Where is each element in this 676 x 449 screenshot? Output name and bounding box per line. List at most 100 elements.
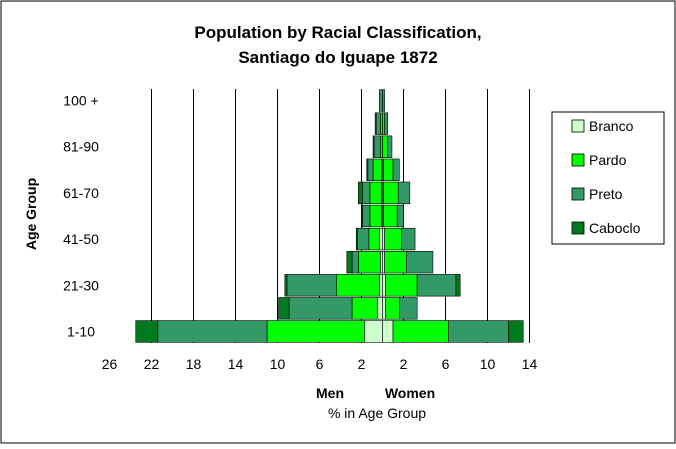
- x-tick-label-4: 10: [270, 356, 286, 372]
- bar-men-pardo-1-10: [266, 320, 365, 343]
- bar-men-pardo-91-100: [380, 112, 383, 135]
- bar-men-caboclo-61-70: [358, 181, 363, 205]
- x-tick-label-3: 14: [228, 356, 244, 372]
- y-axis-label: Age Group: [23, 178, 39, 250]
- bar-men-pardo-21-30: [335, 274, 380, 297]
- bar-women-pardo-61-70: [383, 181, 399, 205]
- bar-women-caboclo-1-10: [508, 320, 524, 343]
- legend-swatch-pardo: [571, 153, 585, 167]
- y-tick-labels: 1-10 21-30 41-50 61-70 81-90 100 +: [63, 93, 99, 340]
- bar-women-preto-1-10: [448, 320, 509, 343]
- x-tick-label-6: 2: [358, 356, 366, 372]
- bar-men-preto-31-40: [351, 251, 359, 274]
- bar-women-preto-21-30: [416, 274, 457, 297]
- bar-men-caboclo-71-80: [366, 158, 369, 181]
- legend-swatch-caboclo: [571, 221, 585, 235]
- bar-women-pardo-51-60: [383, 204, 398, 228]
- bar-women-pardo-91-100: [382, 112, 385, 135]
- bar-men-preto-71-80: [367, 158, 374, 181]
- bar-women-pardo-21-30: [385, 274, 418, 297]
- bar-men-preto-41-50: [356, 227, 370, 251]
- x-tick-label-9: 10: [480, 356, 496, 372]
- bar-women-pardo-31-40: [384, 251, 407, 274]
- bar-men-branco-11-20: [376, 297, 383, 320]
- bar-men-preto-21-30: [286, 274, 337, 297]
- bar-men-pardo-51-60: [369, 204, 382, 228]
- bar-men-pardo-61-70: [369, 181, 382, 205]
- bar-men-preto-91-100: [375, 112, 381, 135]
- bar-men-caboclo-11-20: [278, 297, 290, 320]
- x-tick-label-5: 6: [316, 356, 324, 372]
- y-tick-label-0: 1-10: [67, 323, 95, 339]
- bar-women-preto-81-90: [387, 135, 393, 158]
- bar-women-pardo-71-80: [383, 158, 394, 181]
- bar-women-preto-11-20: [398, 297, 418, 320]
- bar-men-pardo-11-20: [351, 297, 378, 320]
- bar-men-caboclo-31-40: [346, 251, 353, 274]
- bar-men-caboclo-1-10: [135, 320, 159, 343]
- bar-men-caboclo-51-60: [361, 204, 363, 228]
- bar-women-branco-41-50: [382, 227, 385, 251]
- x-axis-label-women: Women: [385, 385, 435, 401]
- x-axis-label-men: Men: [316, 385, 344, 401]
- bar-women-preto-41-50: [401, 227, 416, 251]
- bar-men-pardo-71-80: [372, 158, 382, 181]
- bar-men-pardo-31-40: [358, 251, 381, 274]
- bar-women-branco-1-10: [382, 320, 394, 343]
- bar-men-preto-61-70: [362, 181, 371, 205]
- bar-women-branco-11-20: [382, 297, 386, 320]
- bar-women-branco-21-30: [382, 274, 386, 297]
- legend-items: Branco Pardo Preto Caboclo: [571, 118, 641, 236]
- x-axis-label: % in Age Group: [328, 405, 426, 421]
- x-tick-label-1: 22: [144, 356, 160, 372]
- bar-women-preto-100+: [382, 89, 385, 112]
- y-tick-label-5: 100 +: [63, 93, 98, 109]
- chart-title-line-2: Santiago do Iguape 1872: [238, 48, 437, 67]
- bar-men-pardo-81-90: [380, 135, 383, 158]
- legend-label-preto: Preto: [589, 186, 623, 202]
- y-tick-label-2: 41-50: [63, 231, 99, 247]
- x-tick-label-0: 26: [102, 356, 118, 372]
- x-tick-labels: 26 22 18 14 10 6 2 2 6 10 14: [102, 356, 538, 372]
- chart-title-line-1: Population by Racial Classification,: [194, 23, 481, 42]
- x-tick-label-10: 14: [522, 356, 538, 372]
- bar-men-pardo-41-50: [368, 227, 380, 251]
- bar-women-pardo-81-90: [382, 135, 389, 158]
- bar-men-caboclo-41-50: [355, 227, 358, 251]
- bar-women-pardo-1-10: [392, 320, 449, 343]
- bar-men-preto-11-20: [288, 297, 353, 320]
- bar-women-pardo-11-20: [385, 297, 400, 320]
- bar-women-preto-61-70: [397, 181, 411, 205]
- y-tick-label-4: 81-90: [63, 139, 99, 155]
- legend: Branco Pardo Preto Caboclo: [551, 111, 665, 245]
- bar-men-caboclo-81-90: [372, 135, 375, 158]
- bar-women-preto-91-100: [384, 112, 389, 135]
- bar-men-branco-41-50: [379, 227, 383, 251]
- legend-label-pardo: Pardo: [589, 152, 627, 168]
- bars: [135, 89, 524, 343]
- bar-men-branco-1-10: [364, 320, 383, 343]
- bar-men-branco-31-40: [380, 251, 383, 274]
- legend-swatch-branco: [571, 119, 585, 133]
- bar-women-caboclo-21-30: [455, 274, 461, 297]
- legend-label-caboclo: Caboclo: [589, 220, 641, 236]
- legend-swatch-preto: [571, 187, 585, 201]
- bar-men-branco-21-30: [379, 274, 383, 297]
- legend-label-branco: Branco: [589, 118, 634, 134]
- x-tick-label-7: 2: [400, 356, 408, 372]
- bar-women-preto-51-60: [396, 204, 404, 228]
- bar-men-caboclo-21-30: [284, 274, 288, 297]
- bar-men-preto-100+: [379, 89, 383, 112]
- legend-box: [551, 111, 665, 245]
- x-tick-label-2: 18: [186, 356, 202, 372]
- x-tick-label-8: 6: [442, 356, 450, 372]
- bar-women-preto-71-80: [392, 158, 400, 181]
- bar-men-preto-81-90: [373, 135, 381, 158]
- y-tick-label-1: 21-30: [63, 277, 99, 293]
- bar-women-preto-31-40: [406, 251, 434, 274]
- bar-men-caboclo-91-100: [374, 112, 377, 135]
- bar-women-pardo-41-50: [384, 227, 402, 251]
- bar-men-preto-1-10: [157, 320, 268, 343]
